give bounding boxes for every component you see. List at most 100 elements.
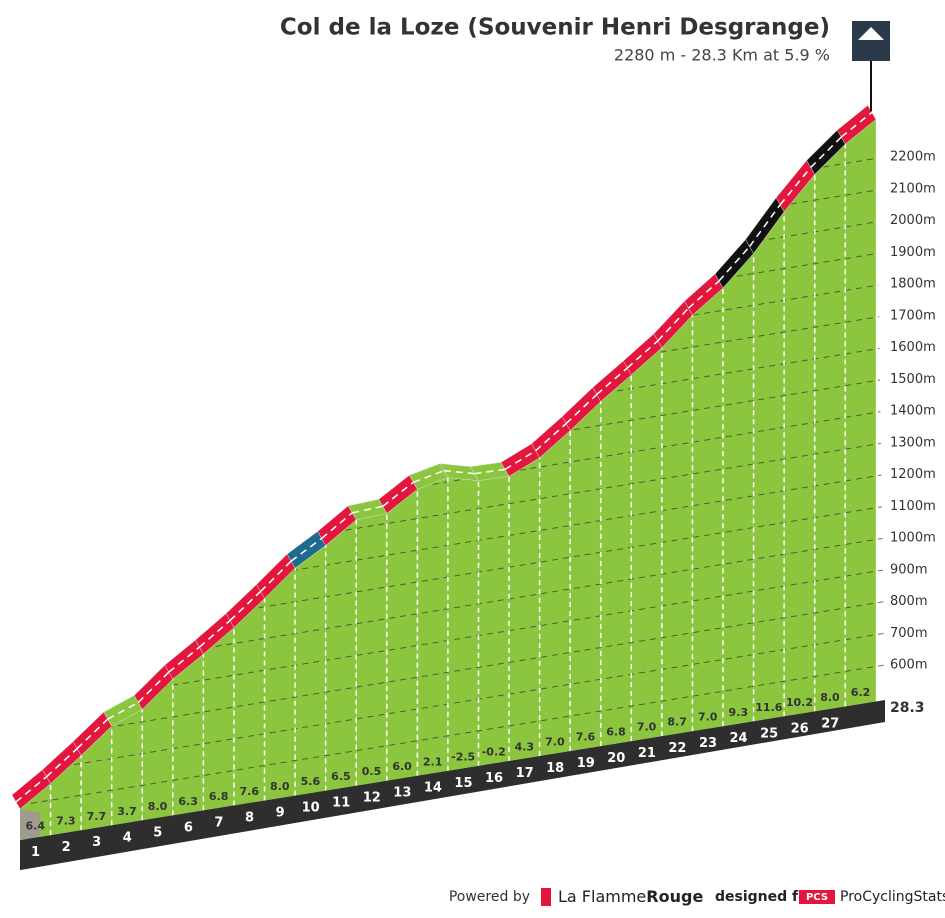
y-tick-label: 2200m [890, 150, 936, 165]
chart-subtitle: 2280 m - 28.3 Km at 5.9 % [614, 46, 830, 65]
grid-line [20, 664, 885, 806]
road-center [168, 646, 200, 673]
profile-area [845, 119, 876, 707]
road-center [687, 280, 720, 309]
profile-area [142, 679, 173, 821]
profile-area [723, 253, 754, 727]
profile-area [172, 654, 204, 816]
gradient-label: 6.8 [606, 726, 626, 739]
road-center [321, 512, 353, 540]
gradient-label: 11.6 [755, 701, 782, 714]
brand-a: La Flamme [558, 887, 646, 906]
road-center [779, 166, 812, 206]
gradient-label: 7.6 [576, 731, 596, 744]
gradient-label: 10.2 [786, 696, 813, 709]
x-tick-label: 5 [153, 825, 162, 840]
x-tick-label: 13 [393, 786, 411, 801]
footer-site: ProCyclingStats [840, 889, 945, 905]
gradient-label: 7.7 [87, 810, 107, 823]
x-tick-label: 21 [638, 746, 656, 761]
x-tick-label: 18 [546, 761, 564, 776]
x-tick-label: 17 [516, 766, 534, 781]
profile-area [631, 347, 662, 742]
brand-b: Rouge [646, 887, 703, 906]
profile-area [50, 755, 82, 836]
y-tick-label: 1900m [890, 245, 936, 260]
y-tick-label: 1600m [890, 340, 936, 355]
x-tick-label: 11 [332, 796, 350, 811]
gradient-label: 6.4 [26, 820, 46, 833]
gradient-label: 6.3 [178, 795, 198, 808]
road-center [474, 468, 506, 475]
footer-designed: designed for [715, 889, 815, 905]
road-center [198, 620, 231, 648]
gradient-label: 6.0 [392, 760, 412, 773]
road-center [382, 481, 414, 507]
x-tick-label: 24 [730, 731, 748, 746]
y-tick-label: 700m [890, 626, 927, 641]
x-tick-label: 23 [699, 736, 717, 751]
road-center [46, 747, 78, 778]
profile-area [386, 489, 418, 781]
y-tick-label: 1500m [890, 372, 936, 387]
profile-area [753, 211, 785, 722]
x-tick-label: 14 [424, 781, 442, 796]
gradient-label: 6.5 [331, 770, 351, 783]
road-center [718, 246, 751, 282]
x-tick-label: 25 [760, 726, 778, 741]
profile-area [661, 315, 693, 737]
y-tick-label: 800m [890, 594, 927, 609]
brand-icon [541, 888, 551, 906]
x-tick-label: 10 [302, 801, 320, 816]
profile-area [600, 374, 632, 747]
road-center [535, 423, 567, 452]
gradient-label: 0.5 [362, 765, 382, 778]
profile-area [81, 726, 112, 831]
profile-area [539, 430, 571, 756]
profile-area [447, 477, 479, 771]
y-tick-label: 1800m [890, 277, 936, 292]
y-tick-label: 1000m [890, 531, 936, 546]
profile-area [692, 288, 724, 732]
x-tick-label: 9 [276, 805, 285, 820]
x-tick-label: 8 [245, 810, 254, 825]
x-tick-label: 15 [454, 776, 472, 791]
road-center [15, 776, 48, 803]
gradient-label: 9.3 [729, 706, 749, 719]
grid-line [20, 632, 885, 774]
y-tick-label: 2100m [890, 181, 936, 196]
profile-area [814, 144, 846, 712]
footer-pcs: PCS [806, 892, 828, 903]
road-center [413, 469, 445, 484]
km-band [20, 700, 885, 871]
category-badge: HC [852, 21, 890, 61]
x-tick-label: 19 [577, 756, 595, 771]
y-tick-label: 2000m [890, 213, 936, 228]
x-tick-label: 27 [821, 716, 839, 731]
x-tick-label: 20 [607, 751, 625, 766]
profile-area [295, 545, 326, 796]
profile-area [325, 519, 357, 791]
y-tick-label: 1100m [890, 499, 936, 514]
y-tick-label: 1200m [890, 467, 936, 482]
footer-brand: La FlammeRouge [558, 887, 703, 906]
gradient-label: 7.0 [637, 721, 657, 734]
gradient-label: 2.1 [423, 755, 443, 768]
gradient-label: 8.0 [270, 780, 290, 793]
gradient-label: 7.6 [239, 785, 259, 798]
y-tick-label: 1700m [890, 308, 936, 323]
start-wall [20, 808, 40, 842]
gradient-label: -2.5 [451, 750, 475, 763]
profile-area [509, 457, 540, 761]
gradient-label: 4.3 [515, 740, 535, 753]
gradient-label: -0.2 [482, 745, 506, 758]
road-center [443, 469, 475, 475]
profile-area [570, 401, 601, 752]
x-tick-label: 26 [791, 721, 809, 736]
x-tick-label: 2 [62, 840, 71, 855]
x-tick-label: 3 [92, 835, 101, 850]
gradient-label: 8.0 [820, 691, 840, 704]
profile-area [417, 477, 448, 776]
gradient-label: 7.0 [545, 735, 565, 748]
